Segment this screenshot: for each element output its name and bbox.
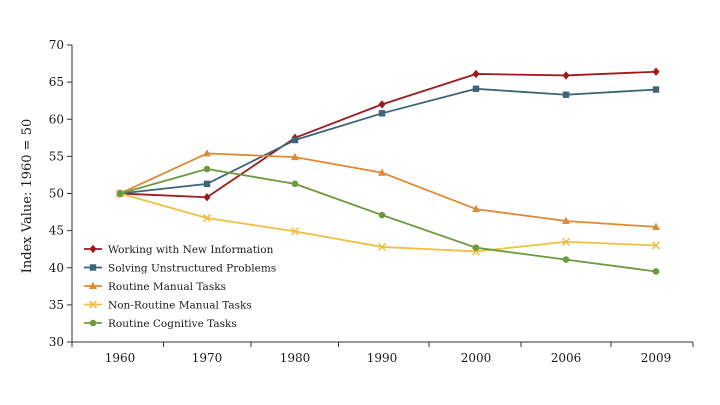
x-tick-label: 1960	[105, 351, 136, 365]
data-point	[377, 242, 387, 252]
data-point	[291, 136, 299, 144]
series-routine-cognitive-tasks	[116, 165, 660, 275]
data-point	[203, 149, 211, 157]
data-point	[472, 204, 480, 213]
series-layer	[115, 67, 661, 275]
legend-item: Routine Cognitive Tasks	[84, 318, 237, 330]
y-axis-ticks: 30 35 40 45 50 55 60 65 70	[49, 38, 72, 349]
data-point	[203, 180, 211, 188]
legend-marker	[88, 300, 98, 309]
data-point	[562, 256, 570, 263]
data-point	[378, 211, 386, 219]
legend-item: Routine Manual Tasks	[84, 281, 226, 293]
legend-label: Non-Routine Manual Tasks	[108, 299, 252, 311]
legend-item: Non-Routine Manual Tasks	[84, 299, 252, 311]
x-tick-label: 2000	[461, 351, 492, 365]
y-tick-label: 65	[49, 75, 64, 89]
data-point	[203, 165, 211, 173]
legend-item: Solving Unstructured Problems	[84, 262, 276, 274]
y-tick-label: 45	[49, 224, 64, 238]
data-point	[472, 69, 480, 79]
data-point	[562, 91, 570, 98]
legend-label: Working with New Information	[108, 244, 274, 256]
x-tick-label: 2006	[551, 351, 582, 365]
x-tick-label: 1990	[367, 351, 398, 365]
y-tick-label: 35	[49, 298, 64, 312]
data-point	[561, 237, 571, 246]
legend-marker	[89, 319, 97, 327]
data-point	[202, 213, 212, 223]
data-point	[203, 193, 211, 202]
legend-marker	[89, 244, 97, 254]
legend-label: Routine Manual Tasks	[108, 281, 226, 293]
series-line	[119, 87, 657, 195]
x-tick-label: 2009	[641, 351, 672, 365]
legend-marker	[89, 281, 97, 289]
data-point	[652, 268, 660, 275]
data-point	[651, 241, 661, 250]
data-point	[652, 67, 660, 76]
axes	[71, 45, 693, 343]
data-point	[652, 86, 660, 93]
data-point	[116, 190, 124, 197]
data-point	[291, 152, 299, 161]
y-tick-label: 40	[49, 261, 64, 275]
y-axis-title: Index Value: 1960 = 50	[20, 119, 35, 273]
x-axis-ticks: 1960 1970 1980 1990 2000 2006 2009	[71, 342, 694, 365]
x-tick-label: 1980	[280, 351, 311, 365]
legend-label: Solving Unstructured Problems	[108, 262, 276, 274]
data-point	[562, 71, 570, 80]
series-line	[119, 70, 657, 199]
legend-label: Routine Cognitive Tasks	[108, 318, 237, 330]
data-point	[472, 244, 480, 252]
data-point	[562, 216, 570, 224]
legend-marker	[89, 264, 97, 271]
data-point	[652, 222, 660, 230]
x-tick-label: 1970	[192, 351, 223, 365]
y-tick-label: 60	[49, 112, 64, 126]
data-point	[378, 168, 386, 176]
data-point	[291, 180, 299, 188]
y-tick-label: 70	[49, 38, 64, 52]
data-point	[472, 85, 480, 93]
legend: Working with New Information Solving Unst…	[84, 244, 276, 330]
data-point	[378, 110, 386, 117]
data-point	[290, 227, 300, 236]
legend-item: Working with New Information	[84, 244, 274, 256]
y-tick-label: 30	[49, 335, 64, 349]
series-working-with-new-information	[116, 67, 660, 202]
data-point	[378, 100, 386, 109]
y-tick-label: 50	[49, 187, 64, 201]
y-tick-label: 55	[49, 149, 64, 163]
